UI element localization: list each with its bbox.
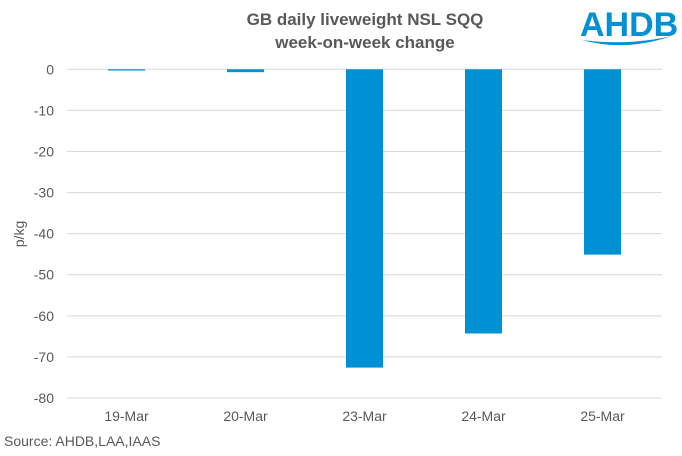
bar-20-Mar	[227, 69, 264, 73]
svg-text:AHDB: AHDB	[580, 6, 678, 44]
x-tick-label: 23-Mar	[342, 408, 387, 424]
y-tick-label: -20	[34, 143, 54, 159]
bar-19-Mar	[108, 69, 145, 71]
y-tick-label: -60	[34, 308, 54, 324]
source-note: Source: AHDB,LAA,IAAS	[4, 433, 160, 449]
y-tick-label: -50	[34, 267, 54, 283]
y-tick-label: -30	[34, 185, 54, 201]
x-tick-label: 25-Mar	[580, 408, 625, 424]
bar-25-Mar	[584, 69, 621, 255]
x-tick-label: 24-Mar	[461, 408, 506, 424]
bar-23-Mar	[346, 69, 383, 368]
y-tick-label: -70	[34, 349, 54, 365]
bar-24-Mar	[465, 69, 502, 334]
chart-title-line-2: week-on-week change	[274, 33, 455, 52]
y-tick-label: -10	[34, 102, 54, 118]
y-axis-label: p/kg	[11, 221, 27, 247]
x-tick-label: 19-Mar	[104, 408, 149, 424]
chart-title-line-1: GB daily liveweight NSL SQQ	[247, 10, 484, 29]
y-tick-label: 0	[46, 61, 54, 77]
ahdb-logo: AHDB	[580, 6, 678, 46]
x-tick-label: 20-Mar	[223, 408, 268, 424]
y-tick-label: -80	[34, 390, 54, 406]
y-tick-label: -40	[34, 226, 54, 242]
